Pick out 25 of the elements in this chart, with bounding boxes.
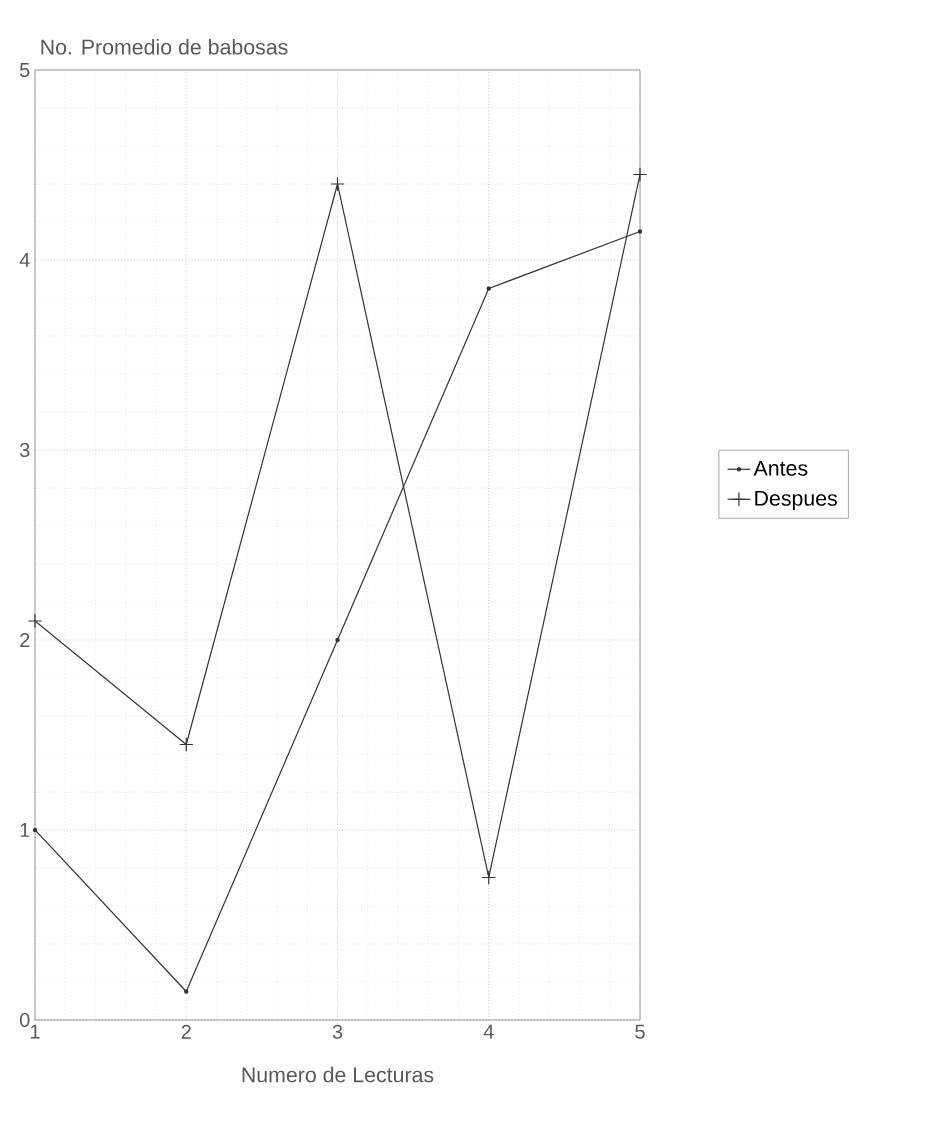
y-tick-label: 0: [19, 1012, 30, 1028]
x-axis-title: Numero de Lecturas: [242, 1066, 434, 1083]
point: [637, 229, 643, 234]
point: [632, 167, 648, 182]
x-tick-label: 2: [181, 1024, 191, 1039]
point: [330, 176, 345, 192]
point: [27, 613, 43, 629]
point: [178, 737, 194, 752]
point: [32, 827, 38, 833]
x-tick-label: 5: [635, 1024, 645, 1039]
point: [481, 870, 497, 885]
y-tick-label: 3: [19, 442, 30, 458]
y-tick-label: 2: [20, 633, 30, 647]
point: [335, 637, 340, 643]
x-tick-label: 3: [332, 1024, 343, 1039]
y-tick-label: 1: [20, 823, 30, 837]
legend-label: Antes: [753, 460, 808, 476]
x-tick-label: 1: [30, 1024, 40, 1039]
x-tick-label: 4: [483, 1024, 494, 1039]
y-axis-title: No. Promedio de babosas: [41, 38, 288, 55]
point: [184, 989, 189, 994]
y-tick-label: 4: [19, 253, 30, 267]
point: [486, 286, 491, 291]
legend-label: Despues: [755, 490, 837, 511]
y-tick-label: 5: [19, 63, 30, 77]
